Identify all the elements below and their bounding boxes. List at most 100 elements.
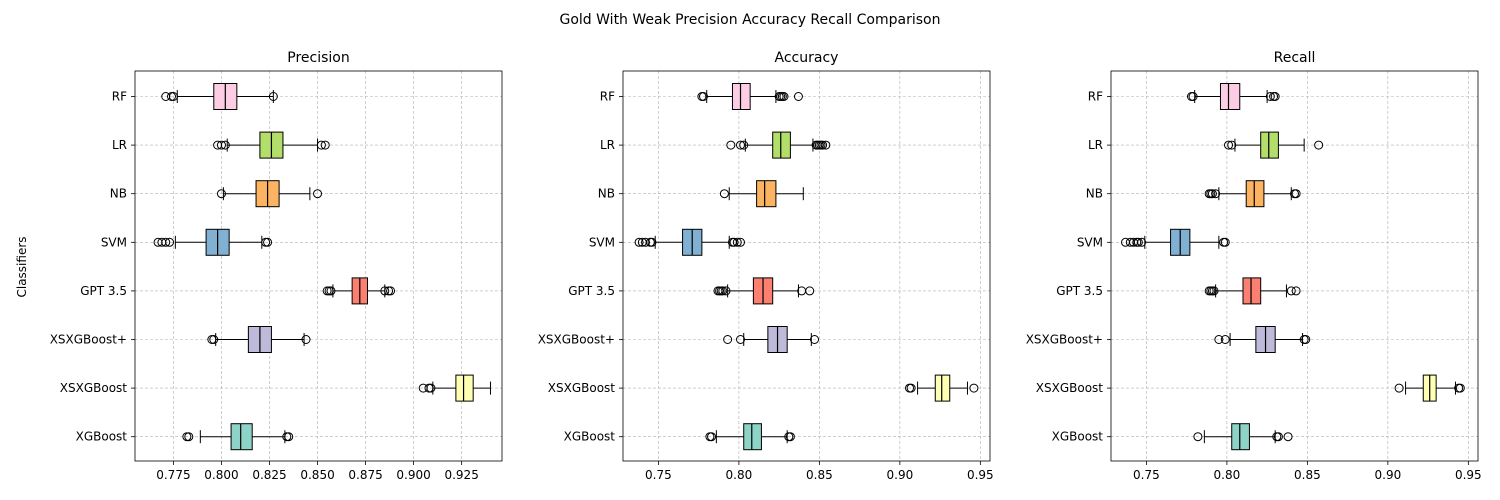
panel-title: Recall xyxy=(1274,50,1316,66)
flier-gpt-3-5-2 xyxy=(326,286,336,296)
y-tick-label-2: NB xyxy=(1086,187,1103,201)
x-tick-label-0: 0.75 xyxy=(645,468,672,482)
iqr-box-xsxgboost xyxy=(455,374,474,402)
y-tick-label-5: XSXGBoost+ xyxy=(538,333,615,347)
flier-svm-0 xyxy=(634,237,644,247)
flier-gpt-3-5-3 xyxy=(718,286,728,296)
flier-svm-2 xyxy=(641,237,651,247)
x-tick-label-3: 0.90 xyxy=(1375,468,1402,482)
flier-lr-2 xyxy=(220,140,230,150)
flier-xsxgboost--1 xyxy=(1220,335,1230,344)
y-tick-label-1: LR xyxy=(112,138,127,152)
y-tick-label-2: NB xyxy=(110,187,127,201)
flier-xgboost-0 xyxy=(1193,432,1203,442)
box-xsxgboost- xyxy=(1214,326,1311,353)
x-tick-label-0: 0.775 xyxy=(156,468,190,482)
flier-svm-2 xyxy=(161,237,171,247)
iqr-box-xgboost xyxy=(230,423,253,451)
box-gpt-3-5 xyxy=(1204,277,1301,305)
flier-svm-7 xyxy=(732,237,742,247)
x-tick-label-3: 0.90 xyxy=(887,468,914,482)
x-tick-label-3: 0.850 xyxy=(300,468,334,482)
y-tick-label-0: RF xyxy=(600,90,615,104)
box-rf xyxy=(161,83,278,110)
panels-group: 0.775 0.800 0.825 0.850 0.875 0.900 0.925 RF LR N… xyxy=(50,50,1482,482)
flier-xsxgboost--2 xyxy=(810,335,820,344)
y-tick-label-5: XSXGBoost+ xyxy=(1026,333,1103,347)
iqr-box-nb xyxy=(756,180,777,208)
y-tick-label-3: SVM xyxy=(589,235,615,249)
x-tick-label-2: 0.85 xyxy=(1294,468,1321,482)
flier-xsxgboost--1 xyxy=(209,335,219,344)
flier-rf-5 xyxy=(779,92,789,101)
flier-gpt-3-5-5 xyxy=(1291,286,1301,296)
flier-rf-4 xyxy=(1270,92,1280,101)
box-xgboost xyxy=(705,423,795,451)
flier-svm-8 xyxy=(736,237,746,247)
x-tick-label-2: 0.85 xyxy=(806,468,833,482)
x-tick-label-0: 0.75 xyxy=(1133,468,1160,482)
y-tick-label-4: GPT 3.5 xyxy=(568,284,615,298)
axes-frame xyxy=(622,70,991,462)
panel-title: Accuracy xyxy=(775,50,839,66)
y-tick-label-1: LR xyxy=(1088,138,1103,152)
x-tick-label-5: 0.900 xyxy=(396,468,430,482)
flier-nb-3 xyxy=(1211,189,1221,199)
flier-svm-6 xyxy=(729,237,739,247)
box-svm xyxy=(634,228,746,256)
y-tick-label-7: XGBoost xyxy=(1052,430,1104,444)
box-gpt-3-5 xyxy=(713,277,815,305)
flier-lr-1 xyxy=(736,140,746,150)
flier-nb-0 xyxy=(216,189,226,199)
flier-lr-0 xyxy=(1224,140,1234,150)
y-tick-label-0: RF xyxy=(112,90,127,104)
flier-svm-5 xyxy=(1137,237,1147,247)
panel-precision: 0.775 0.800 0.825 0.850 0.875 0.900 0.925 RF LR N… xyxy=(50,50,503,482)
flier-rf-2 xyxy=(168,92,178,101)
y-tick-label-0: RF xyxy=(1088,90,1103,104)
flier-rf-6 xyxy=(793,92,803,101)
y-tick-label-7: XGBoost xyxy=(76,430,128,444)
iqr-box-rf xyxy=(731,83,751,110)
flier-svm-4 xyxy=(1133,237,1143,247)
box-rf xyxy=(1186,83,1280,110)
axes-frame xyxy=(134,70,503,462)
iqr-box-xgboost xyxy=(743,423,762,451)
flier-xgboost-3 xyxy=(284,432,294,442)
box-lr xyxy=(213,131,330,159)
flier-xsxgboost-2 xyxy=(426,383,436,393)
flier-lr-4 xyxy=(320,140,330,150)
flier-xsxgboost--1 xyxy=(736,335,746,344)
iqr-box-lr xyxy=(1260,131,1279,159)
iqr-box-lr xyxy=(772,131,791,159)
iqr-box-gpt-3-5 xyxy=(1242,277,1262,305)
flier-lr-3 xyxy=(316,140,326,150)
box-xsxgboost- xyxy=(207,326,311,353)
flier-lr-8 xyxy=(821,140,831,150)
flier-xsxgboost-2 xyxy=(969,383,979,393)
box-xsxgboost xyxy=(1394,374,1465,402)
flier-xgboost-2 xyxy=(1273,432,1283,442)
y-tick-label-6: XSXGBoost xyxy=(60,381,128,395)
flier-svm-7 xyxy=(1220,237,1230,247)
box-nb xyxy=(1204,180,1301,208)
flier-rf-1 xyxy=(698,92,708,101)
flier-nb-2 xyxy=(1207,189,1217,199)
flier-rf-1 xyxy=(1188,92,1198,101)
box-nb xyxy=(719,180,804,208)
flier-xsxgboost--2 xyxy=(301,335,311,344)
y-tick-label-1: LR xyxy=(600,138,615,152)
x-tick-label-1: 0.800 xyxy=(204,468,238,482)
x-tick-label-2: 0.825 xyxy=(252,468,286,482)
y-tick-label-6: XSXGBoost xyxy=(1036,381,1104,395)
box-lr xyxy=(1224,131,1324,159)
flier-xgboost-1 xyxy=(707,432,717,442)
flier-rf-2 xyxy=(1265,92,1275,101)
iqr-box-xgboost xyxy=(1231,423,1250,451)
iqr-box-nb xyxy=(1245,180,1265,208)
flier-xsxgboost-2 xyxy=(1455,383,1465,393)
flier-gpt-3-5-5 xyxy=(386,286,396,296)
flier-xgboost-3 xyxy=(1283,432,1293,442)
flier-gpt-3-5-6 xyxy=(805,286,815,296)
